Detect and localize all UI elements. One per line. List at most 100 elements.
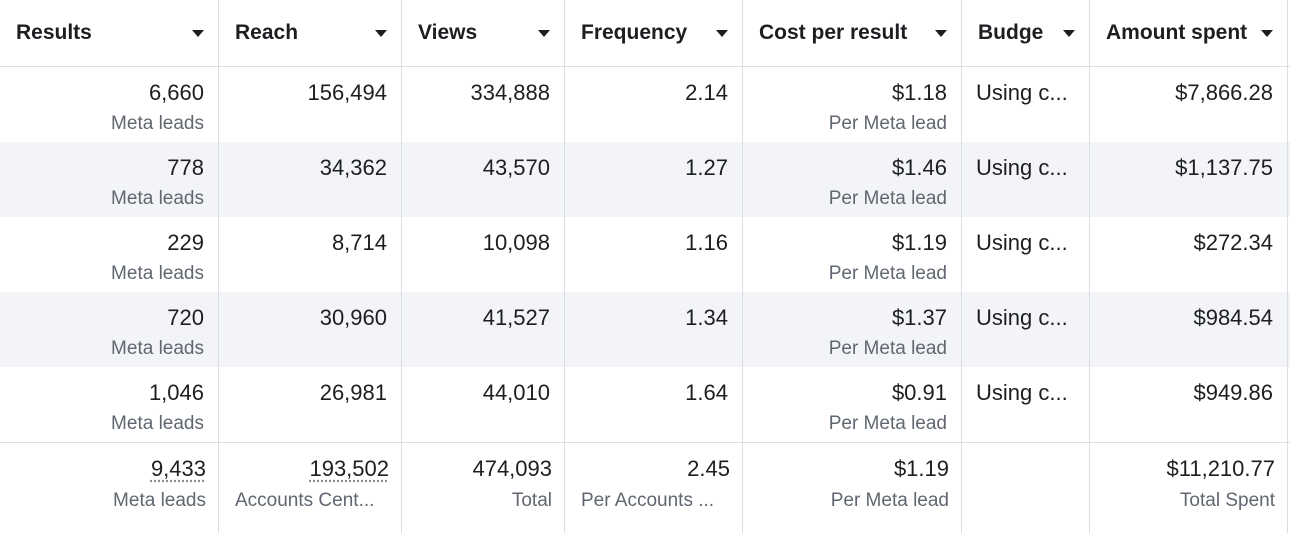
results-label: Meta leads (111, 413, 204, 434)
cell-views: 41,527 (402, 292, 565, 367)
cost-label: Per Meta lead (828, 263, 947, 284)
column-header-label: Results (16, 21, 92, 44)
cell-cost-per-result: $0.91 Per Meta lead (743, 367, 962, 442)
results-label: Meta leads (111, 263, 204, 284)
cost-value: $1.46 (891, 155, 947, 180)
cost-label: Per Meta lead (828, 338, 947, 359)
cost-value: $1.37 (891, 305, 947, 330)
total-budget (962, 443, 1090, 533)
column-header-label: Cost per result (759, 21, 908, 44)
column-header-cost_per_result[interactable]: Cost per result (743, 0, 962, 66)
table-row[interactable]: 1,046 Meta leads 26,981 44,010 1.64 $0.91 Per … (0, 367, 1290, 442)
table-row[interactable]: 778 Meta leads 34,362 43,570 1.27 $1.46 Per Me… (0, 142, 1290, 217)
chevron-down-icon[interactable] (716, 29, 728, 37)
cost-label: Per Meta lead (828, 413, 947, 434)
total-views-label: Total (511, 490, 552, 511)
cell-frequency: 1.64 (565, 367, 743, 442)
total-frequency-label: Per Accounts ... (581, 490, 715, 511)
cell-views: 43,570 (402, 142, 565, 217)
reach-value: 34,362 (319, 155, 387, 180)
cell-cost-per-result: $1.46 Per Meta lead (743, 142, 962, 217)
cell-budget: Using c... (962, 367, 1090, 442)
cell-cost-per-result: $1.19 Per Meta lead (743, 217, 962, 292)
total-views: 474,093 Total (402, 443, 565, 533)
column-header-frequency[interactable]: Frequency (565, 0, 743, 66)
reach-value: 30,960 (319, 305, 387, 330)
results-value: 1,046 (148, 380, 204, 405)
header-divider (0, 66, 1290, 67)
cell-results: 778 Meta leads (0, 142, 219, 217)
total-cost-per-result: $1.19 Per Meta lead (743, 443, 962, 533)
cell-reach: 26,981 (219, 367, 402, 442)
total-reach-label: Accounts Cent... (235, 490, 375, 511)
budget-value: Using c... (976, 380, 1068, 405)
total-cost-value: $1.19 (893, 456, 949, 481)
chevron-down-icon[interactable] (935, 29, 947, 37)
cell-views: 334,888 (402, 67, 565, 142)
cell-reach: 156,494 (219, 67, 402, 142)
totals-divider (0, 442, 1290, 443)
cell-frequency: 1.27 (565, 142, 743, 217)
chevron-down-icon[interactable] (538, 29, 550, 37)
results-label: Meta leads (111, 188, 204, 209)
chevron-down-icon[interactable] (1261, 29, 1273, 37)
column-header-label: Frequency (581, 21, 688, 44)
cell-amount-spent: $984.54 (1090, 292, 1288, 367)
budget-value: Using c... (976, 305, 1068, 330)
total-amount-spent: $11,210.77 Total Spent (1090, 443, 1288, 533)
budget-value: Using c... (976, 80, 1068, 105)
total-views-value: 474,093 (472, 456, 552, 481)
table-row[interactable]: 6,660 Meta leads 156,494 334,888 2.14 $1.18 Pe… (0, 67, 1290, 142)
reach-value: 156,494 (307, 80, 387, 105)
chevron-down-icon[interactable] (1063, 29, 1075, 37)
results-label: Meta leads (111, 338, 204, 359)
amount-spent-value: $272.34 (1193, 230, 1273, 255)
results-value: 6,660 (148, 80, 204, 105)
cell-results: 229 Meta leads (0, 217, 219, 292)
amount-spent-value: $7,866.28 (1175, 80, 1273, 105)
amount-spent-value: $984.54 (1193, 305, 1273, 330)
cost-value: $1.19 (891, 230, 947, 255)
cell-cost-per-result: $1.18 Per Meta lead (743, 67, 962, 142)
cell-reach: 30,960 (219, 292, 402, 367)
cell-frequency: 2.14 (565, 67, 743, 142)
cell-results: 720 Meta leads (0, 292, 219, 367)
total-cost-label: Per Meta lead (830, 490, 949, 511)
column-header-results[interactable]: Results (0, 0, 219, 66)
column-header-amount_spent[interactable]: Amount spent (1090, 0, 1288, 66)
cost-label: Per Meta lead (828, 113, 947, 134)
totals-row: 9,433 Meta leads 193,502 Accounts Cent... 47… (0, 443, 1290, 533)
chevron-down-icon[interactable] (375, 29, 387, 37)
views-value: 44,010 (482, 380, 550, 405)
total-reach-value: 193,502 (309, 456, 389, 481)
total-frequency: 2.45 Per Accounts ... (565, 443, 743, 533)
amount-spent-value: $949.86 (1193, 380, 1273, 405)
cost-value: $1.18 (891, 80, 947, 105)
cell-budget: Using c... (962, 292, 1090, 367)
table-row[interactable]: 720 Meta leads 30,960 41,527 1.34 $1.37 Per Me… (0, 292, 1290, 367)
total-reach: 193,502 Accounts Cent... (219, 443, 402, 533)
total-amount-value: $11,210.77 (1166, 456, 1275, 481)
cell-reach: 34,362 (219, 142, 402, 217)
column-header-label: Views (418, 21, 478, 44)
cell-budget: Using c... (962, 217, 1090, 292)
total-results-value: 9,433 (150, 456, 206, 481)
chevron-down-icon[interactable] (192, 29, 204, 37)
frequency-value: 1.64 (685, 380, 728, 405)
results-value: 778 (167, 155, 204, 180)
column-header-budget[interactable]: Budge (962, 0, 1090, 66)
cell-budget: Using c... (962, 142, 1090, 217)
column-header-reach[interactable]: Reach (219, 0, 402, 66)
column-header-label: Amount spent (1106, 21, 1248, 44)
table-row[interactable]: 229 Meta leads 8,714 10,098 1.16 $1.19 Per Met… (0, 217, 1290, 292)
frequency-value: 2.14 (685, 80, 728, 105)
results-value: 229 (167, 230, 204, 255)
cell-amount-spent: $272.34 (1090, 217, 1288, 292)
frequency-value: 1.34 (685, 305, 728, 330)
cell-amount-spent: $7,866.28 (1090, 67, 1288, 142)
amount-spent-value: $1,137.75 (1175, 155, 1273, 180)
column-header-views[interactable]: Views (402, 0, 565, 66)
cost-value: $0.91 (891, 380, 947, 405)
views-value: 334,888 (470, 80, 550, 105)
